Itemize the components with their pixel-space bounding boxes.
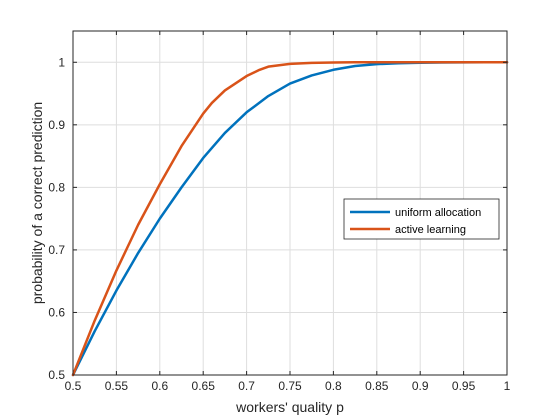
x-tick-label: 0.6 [151, 379, 168, 393]
x-tick-label: 0.75 [278, 379, 302, 393]
x-tick-label: 0.65 [192, 379, 216, 393]
x-tick-label: 0.8 [325, 379, 342, 393]
y-tick-label: 0.8 [48, 180, 65, 194]
y-tick-label: 1 [58, 55, 65, 69]
x-tick-label: 0.55 [105, 379, 129, 393]
y-axis-label: probability of a correct prediction [29, 102, 45, 304]
legend-label-uniform: uniform allocation [395, 207, 481, 219]
series-layer [71, 61, 509, 377]
y-tick-label: 0.9 [48, 118, 65, 132]
x-tick-label: 0.85 [365, 379, 389, 393]
legend-label-active: active learning [395, 224, 466, 236]
ticks [72, 31, 508, 376]
x-tick-label: 0.7 [238, 379, 255, 393]
legend: uniform allocation active learning [343, 198, 500, 240]
x-tick-label: 0.9 [412, 379, 429, 393]
y-tick-label: 0.5 [48, 368, 65, 382]
series-line-active-learning [71, 61, 509, 377]
x-tick-label: 0.95 [452, 379, 476, 393]
y-tick-label: 0.6 [48, 305, 65, 319]
legend-box [343, 198, 500, 240]
x-axis-label: workers' quality p [235, 399, 344, 415]
x-tick-label: 1 [504, 379, 511, 393]
y-tick-label: 0.7 [48, 243, 65, 257]
tick-labels: 0.5 0.55 0.6 0.65 0.7 0.75 0.8 0.85 0.9 0.95 1 0.5 0… [48, 55, 510, 393]
x-tick-label: 0.5 [65, 379, 82, 393]
